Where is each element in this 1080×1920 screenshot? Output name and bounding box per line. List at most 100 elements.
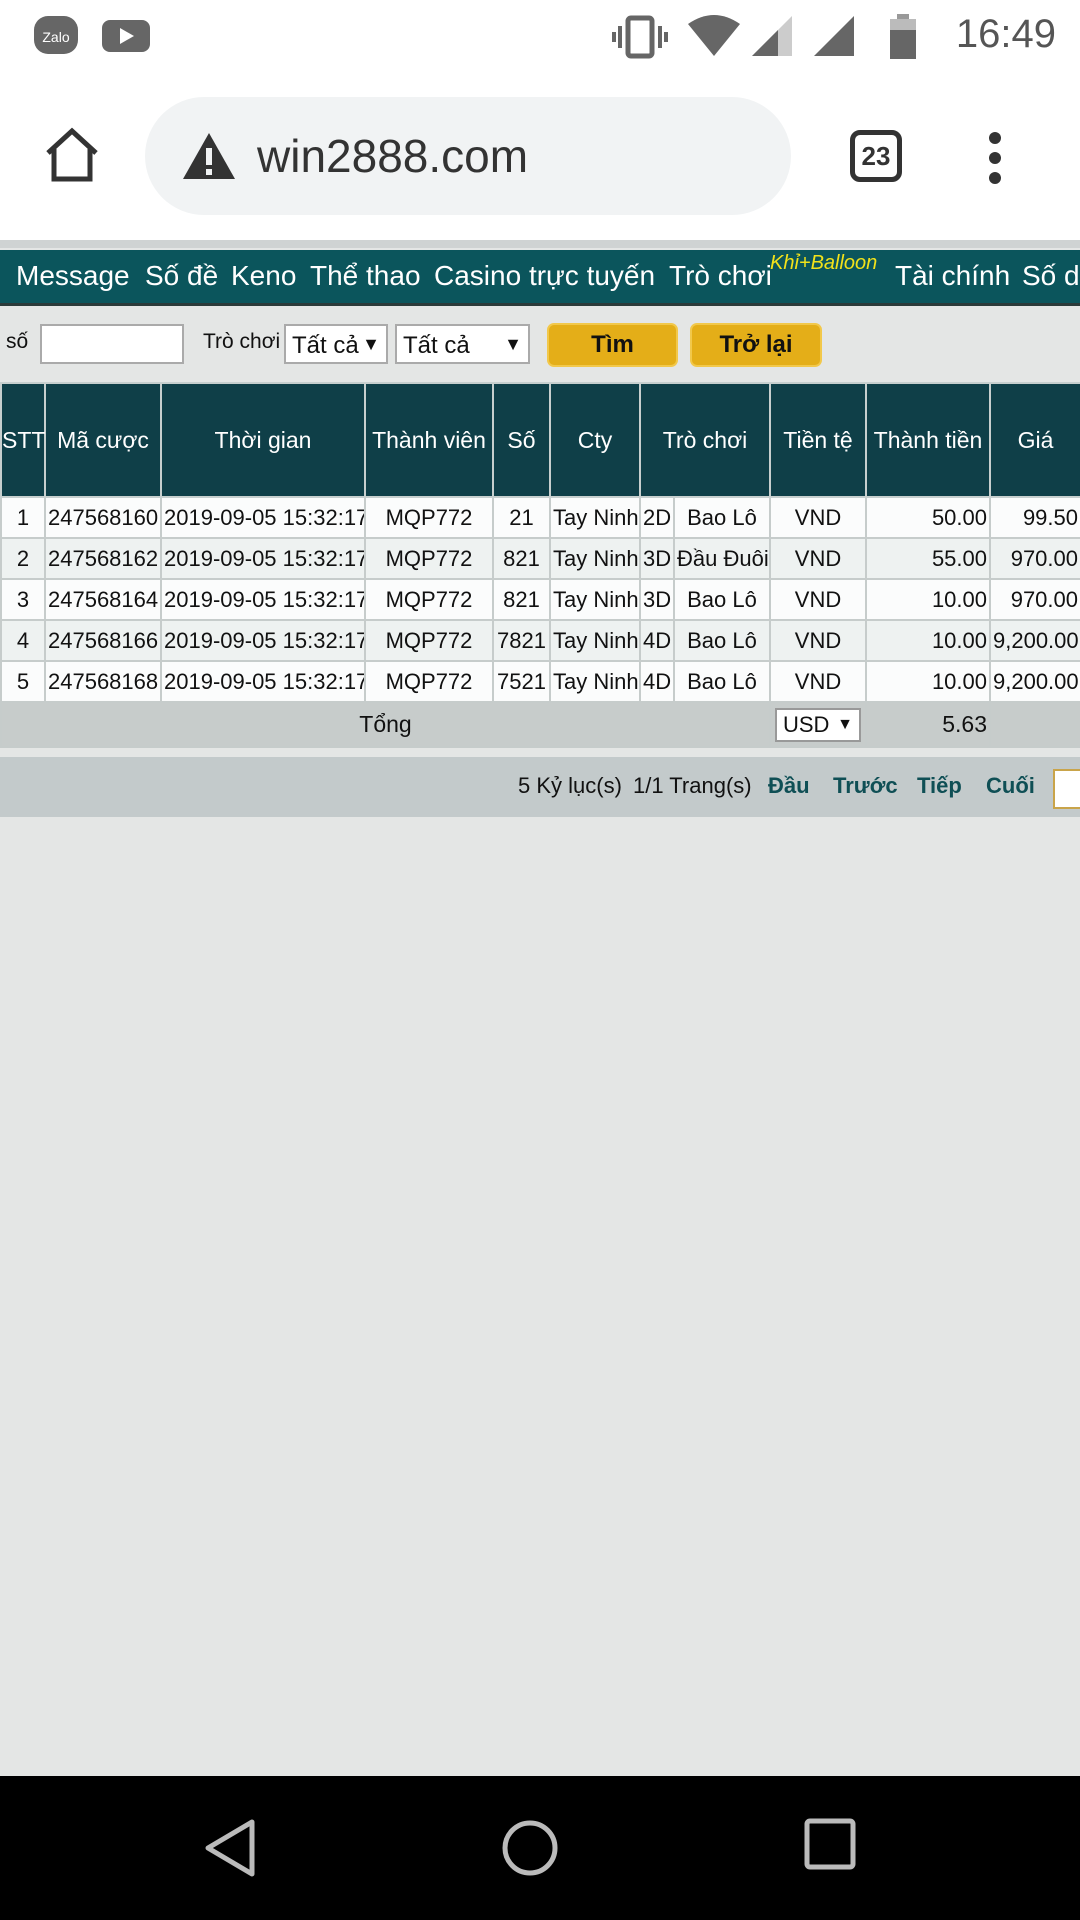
cell-number: 821 xyxy=(492,537,551,580)
cell-game-type: 4D xyxy=(639,660,675,703)
total-label: Tổng xyxy=(0,701,771,748)
filter-bar: số Trò chơi Tất cả ▼ Tất cả ▼ Tìm Trở lại xyxy=(0,312,1080,378)
cell-time: 2019-09-05 15:32:17 xyxy=(160,660,366,703)
cell-time: 2019-09-05 15:32:17 xyxy=(160,619,366,662)
prev-page-link[interactable]: Trước xyxy=(833,773,898,798)
url-text: win2888.com xyxy=(257,130,529,182)
col-thanh-tien: Thành tiền xyxy=(865,382,991,498)
table-header: STT Mã cược Thời gian Thành viên Số Cty … xyxy=(0,382,1080,498)
table-row: 4 247568166 2019-09-05 15:32:17 MQP772 7821 T… xyxy=(0,619,1080,662)
col-thanh-vien: Thành viên xyxy=(364,382,494,498)
currency-select[interactable]: USD ▼ xyxy=(775,707,861,742)
cell-time: 2019-09-05 15:32:17 xyxy=(160,537,366,580)
col-gia: Giá xyxy=(989,382,1080,498)
cell-game-type: 2D xyxy=(639,496,675,539)
zalo-icon: Zalo xyxy=(34,16,78,54)
nav-tai-chinh[interactable]: Tài chính xyxy=(895,260,1011,291)
total-empty xyxy=(989,701,1080,748)
col-ma-cuoc: Mã cược xyxy=(44,382,162,498)
game-select[interactable]: Tất cả ▼ xyxy=(284,324,388,364)
number-label: số xyxy=(6,330,29,353)
cell-price: 970.00 xyxy=(989,537,1080,580)
tab-switcher-button[interactable]: 23 xyxy=(850,130,902,182)
table-row: 2 247568162 2019-09-05 15:32:17 MQP772 821 Ta… xyxy=(0,537,1080,580)
nav-message[interactable]: Message xyxy=(16,260,130,291)
cell-stt: 2 xyxy=(0,537,46,580)
cell-city: Tay Ninh xyxy=(549,537,641,580)
cell-bet-id: 247568160 xyxy=(44,496,162,539)
wifi-icon xyxy=(688,15,740,56)
dropdown-arrow-icon: ▼ xyxy=(504,334,522,354)
currency-select-value: USD xyxy=(783,711,830,737)
home-icon[interactable] xyxy=(42,125,102,185)
battery-icon xyxy=(890,14,916,59)
nav-so-d[interactable]: Số d xyxy=(1022,260,1080,291)
table-row: 3 247568164 2019-09-05 15:32:17 MQP772 821 Ta… xyxy=(0,578,1080,621)
address-bar[interactable]: win2888.com xyxy=(145,97,791,215)
back-button[interactable]: Trở lại xyxy=(690,323,822,367)
next-page-link[interactable]: Tiếp xyxy=(917,773,962,798)
game-label: Trò chơi xyxy=(203,330,281,353)
cell-member: MQP772 xyxy=(364,578,494,621)
cell-price: 970.00 xyxy=(989,578,1080,621)
svg-text:Zalo: Zalo xyxy=(42,29,69,45)
nav-the-thao[interactable]: Thể thao xyxy=(310,260,421,291)
cell-time: 2019-09-05 15:32:17 xyxy=(160,496,366,539)
cell-currency: VND xyxy=(769,660,867,703)
cell-amount: 55.00 xyxy=(865,537,991,580)
total-value: 5.63 xyxy=(865,701,991,748)
cell-amount: 10.00 xyxy=(865,660,991,703)
cell-amount: 50.00 xyxy=(865,496,991,539)
cell-member: MQP772 xyxy=(364,496,494,539)
page-input[interactable] xyxy=(1053,769,1080,809)
total-row: Tổng USD ▼ 5.63 xyxy=(0,701,1080,748)
record-count: 5 Kỷ lục(s) xyxy=(518,773,622,798)
main-nav: Message Số đề Keno Thể thao Casino trực … xyxy=(0,250,1080,306)
cell-number: 21 xyxy=(492,496,551,539)
number-input[interactable] xyxy=(40,324,184,364)
type-select[interactable]: Tất cả ▼ xyxy=(395,324,530,364)
home-circle-icon[interactable] xyxy=(500,1816,560,1880)
cell-game: Bao Lô xyxy=(673,619,771,662)
clock: 16:49 xyxy=(955,12,1056,56)
cell-currency: VND xyxy=(769,496,867,539)
cell-stt: 5 xyxy=(0,660,46,703)
page-count: 1/1 Trang(s) xyxy=(633,773,752,798)
nav-keno[interactable]: Keno xyxy=(231,260,297,291)
cell-member: MQP772 xyxy=(364,537,494,580)
cell-price: 9,200.00 xyxy=(989,660,1080,703)
cell-amount: 10.00 xyxy=(865,619,991,662)
last-page-link[interactable]: Cuối xyxy=(986,773,1035,798)
search-button[interactable]: Tìm xyxy=(547,323,678,367)
table-row: 1 247568160 2019-09-05 15:32:17 MQP772 21 Tay… xyxy=(0,496,1080,539)
cell-city: Tay Ninh xyxy=(549,660,641,703)
recents-icon[interactable] xyxy=(802,1816,862,1876)
bets-table: STT Mã cược Thời gian Thành viên Số Cty … xyxy=(0,382,1080,748)
vibrate-icon xyxy=(612,15,668,59)
back-icon[interactable] xyxy=(200,1816,260,1880)
cell-city: Tay Ninh xyxy=(549,496,641,539)
nav-so-de[interactable]: Số đề xyxy=(145,260,219,291)
cell-currency: VND xyxy=(769,619,867,662)
cell-number: 7821 xyxy=(492,619,551,662)
nav-tro-choi[interactable]: Trò chơi xyxy=(669,260,772,291)
col-so: Số xyxy=(492,382,551,498)
cell-game-type: 4D xyxy=(639,619,675,662)
cell-game: Bao Lô xyxy=(673,496,771,539)
divider xyxy=(0,240,1080,248)
col-tien-te: Tiền tệ xyxy=(769,382,867,498)
cell-number: 821 xyxy=(492,578,551,621)
game-select-value: Tất cả xyxy=(292,332,359,359)
table-row: 5 247568168 2019-09-05 15:32:17 MQP772 7521 T… xyxy=(0,660,1080,703)
nav-casino[interactable]: Casino trực tuyến xyxy=(434,260,656,291)
cell-city: Tay Ninh xyxy=(549,619,641,662)
first-page-link[interactable]: Đầu xyxy=(768,773,810,798)
cell-time: 2019-09-05 15:32:17 xyxy=(160,578,366,621)
android-nav-bar xyxy=(0,1776,1080,1920)
youtube-icon xyxy=(102,20,150,52)
cell-bet-id: 247568164 xyxy=(44,578,162,621)
cell-currency: VND xyxy=(769,578,867,621)
cell-stt: 1 xyxy=(0,496,46,539)
more-menu-icon[interactable] xyxy=(985,130,1005,186)
signal-icon xyxy=(752,16,792,56)
